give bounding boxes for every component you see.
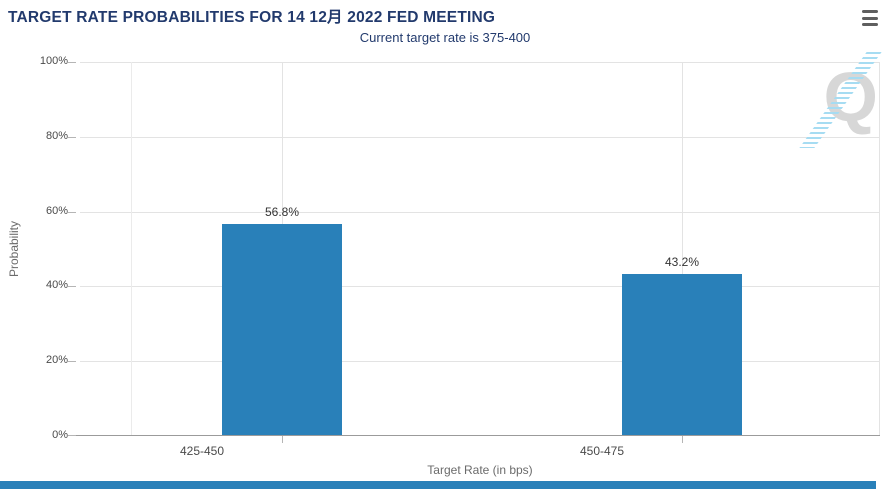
x-category-label-1: 425-450 bbox=[179, 444, 225, 458]
x-axis-line bbox=[76, 435, 880, 436]
bar-value-label: 43.2% bbox=[664, 255, 700, 270]
gridline-40 bbox=[80, 286, 880, 288]
gridline-100 bbox=[80, 62, 880, 63]
gridline-60 bbox=[80, 211, 880, 213]
y-tick-label-100: 100% bbox=[39, 55, 68, 67]
chart-title: TARGET RATE PROBABILITIES FOR 14 12月 202… bbox=[8, 9, 496, 26]
y-tick bbox=[68, 435, 76, 436]
bar-425-450[interactable] bbox=[222, 223, 342, 436]
y-tick bbox=[68, 286, 76, 288]
y-tick-label-80: 80% bbox=[45, 130, 68, 142]
gridline-right bbox=[879, 62, 880, 436]
bar-value-label: 56.8% bbox=[264, 204, 300, 219]
y-axis-title: Probability bbox=[7, 220, 21, 278]
chart-subtitle: Current target rate is 375-400 bbox=[359, 30, 531, 45]
plot-area: 56.8% 43.2% bbox=[68, 62, 880, 443]
x-category-label-2: 450-475 bbox=[579, 444, 625, 458]
y-tick bbox=[68, 136, 76, 138]
bar-450-475[interactable] bbox=[622, 274, 742, 436]
gridline-80 bbox=[80, 136, 880, 138]
hamburger-icon bbox=[862, 16, 878, 20]
gridline-category-2 bbox=[682, 62, 683, 436]
y-tick bbox=[68, 211, 76, 213]
x-tick bbox=[282, 436, 283, 443]
x-tick bbox=[682, 436, 683, 443]
y-tick-label-20: 20% bbox=[45, 354, 68, 366]
y-tick bbox=[68, 361, 76, 363]
hamburger-icon bbox=[862, 23, 878, 26]
bottom-blue-strip bbox=[0, 481, 876, 489]
gridline-20 bbox=[80, 361, 880, 363]
chart-menu-button[interactable] bbox=[861, 10, 879, 30]
hamburger-icon bbox=[862, 10, 878, 13]
y-tick bbox=[68, 62, 76, 63]
gridline-left bbox=[131, 62, 132, 436]
y-tick-label-60: 60% bbox=[45, 205, 68, 217]
x-axis-title: Target Rate (in bps) bbox=[427, 463, 533, 477]
y-tick-label-40: 40% bbox=[45, 279, 68, 291]
y-tick-label-0: 0% bbox=[52, 429, 68, 441]
